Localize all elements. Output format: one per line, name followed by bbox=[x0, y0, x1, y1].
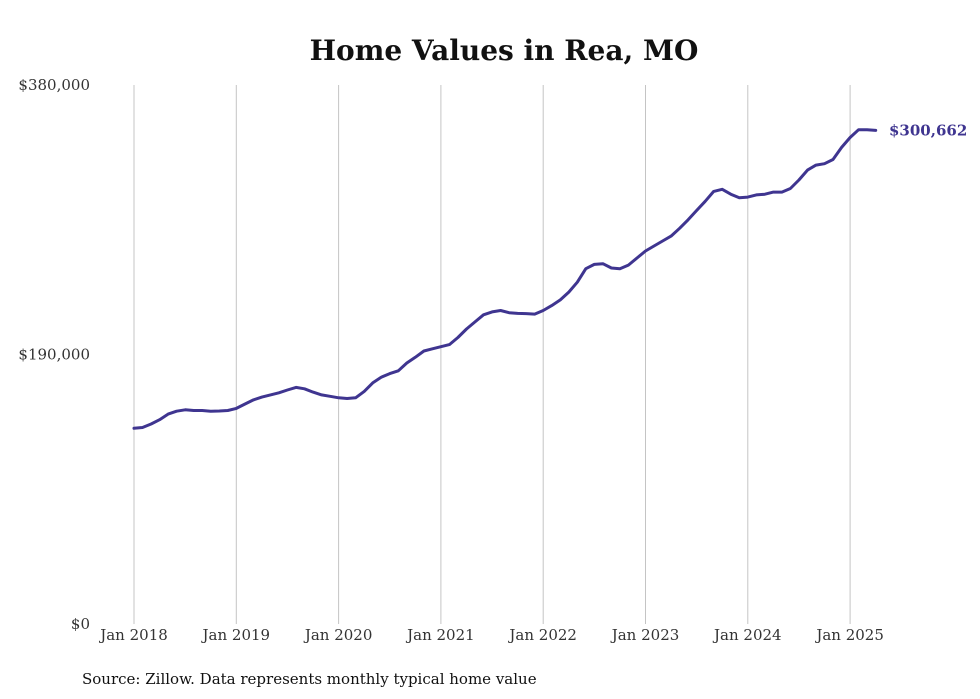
x-tick-label: Jan 2025 bbox=[814, 626, 884, 644]
x-tick-label: Jan 2018 bbox=[98, 626, 168, 644]
y-tick-label: $380,000 bbox=[18, 76, 90, 94]
source-note: Source: Zillow. Data represents monthly … bbox=[82, 670, 537, 688]
y-axis-ticks: $0 $190,000 $380,000 bbox=[18, 76, 90, 633]
x-tick-label: Jan 2022 bbox=[507, 626, 577, 644]
x-tick-label: Jan 2021 bbox=[405, 626, 475, 644]
grid-lines bbox=[133, 85, 851, 624]
series-line bbox=[132, 128, 878, 430]
x-tick-label: Jan 2023 bbox=[610, 626, 680, 644]
chart-title: Home Values in Rea, MO bbox=[310, 34, 699, 67]
x-tick-label: Jan 2019 bbox=[201, 626, 271, 644]
end-value-label: $300,662 bbox=[889, 121, 967, 139]
x-axis-ticks: Jan 2018 Jan 2019 Jan 2020 Jan 2021 Jan 2022… bbox=[98, 626, 884, 644]
y-tick-label: $190,000 bbox=[18, 346, 90, 364]
x-tick-label: Jan 2024 bbox=[712, 626, 782, 644]
x-tick-label: Jan 2020 bbox=[303, 626, 373, 644]
y-tick-label: $0 bbox=[71, 615, 90, 633]
